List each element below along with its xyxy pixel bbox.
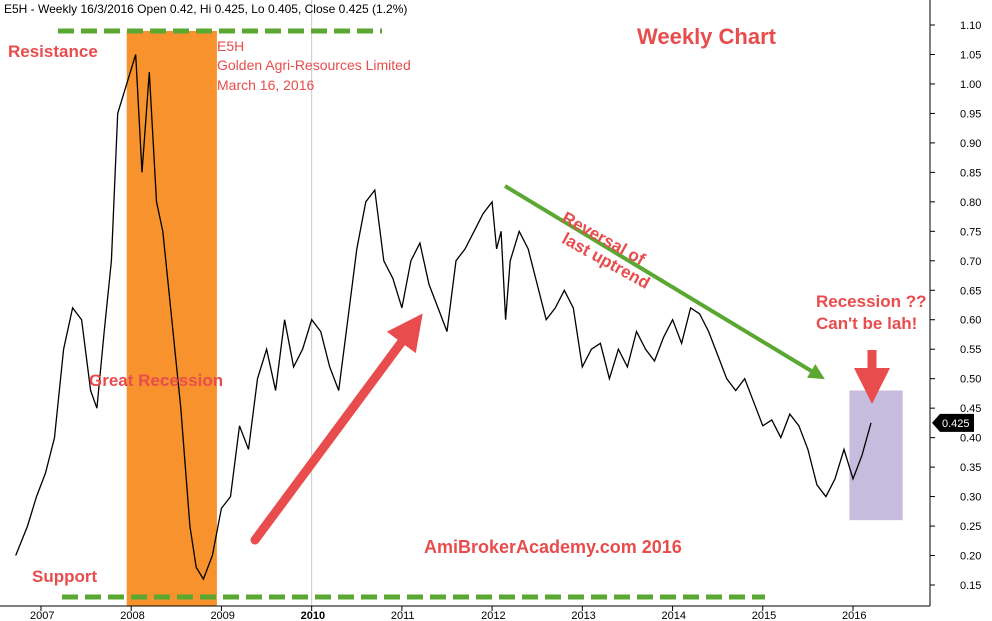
y-tick-label: 0.90 [960, 138, 981, 150]
watermark-label: AmiBrokerAcademy.com 2016 [424, 537, 682, 557]
x-tick-label: 2008 [120, 610, 144, 621]
y-tick-label: 0.95 [960, 108, 981, 120]
x-tick-label: 2010 [301, 610, 325, 621]
y-tick-label: 0.45 [960, 403, 981, 415]
recession-question-line1: Recession ?? [816, 292, 927, 311]
y-tick-label: 0.15 [960, 580, 981, 592]
resistance-label: Resistance [8, 42, 98, 61]
x-tick-label: 2013 [571, 610, 595, 621]
y-tick-label: 1.00 [960, 79, 981, 91]
price-series-line [15, 54, 872, 581]
uptrend-arrow [250, 313, 423, 545]
x-tick-label: 2012 [481, 610, 505, 621]
y-tick-label: 0.55 [960, 344, 981, 356]
y-tick-label: 0.65 [960, 285, 981, 297]
y-tick-label: 0.70 [960, 256, 981, 268]
y-tick-label: 1.10 [960, 20, 981, 32]
ticker-label: E5H [217, 38, 245, 54]
date-label: March 16, 2016 [217, 77, 315, 93]
x-tick-label: 2009 [210, 610, 234, 621]
company-label: Golden Agri-Resources Limited [217, 57, 411, 73]
chart-title: Weekly Chart [637, 24, 776, 49]
y-tick-label: 0.75 [960, 226, 981, 238]
y-tick-label: 0.40 [960, 433, 981, 445]
downtrend-arrow [503, 184, 825, 380]
x-tick-label: 2014 [662, 610, 686, 621]
last-price-value: 0.425 [942, 418, 970, 430]
chart-header: E5H - Weekly 16/3/2016 Open 0.42, Hi 0.4… [4, 2, 408, 16]
y-tick-label: 0.20 [960, 551, 981, 563]
great-recession-label: Great Recession [89, 371, 224, 390]
y-tick-label: 0.35 [960, 462, 981, 474]
x-tick-label: 2011 [391, 610, 415, 621]
y-tick-label: 0.80 [960, 197, 981, 209]
y-tick-label: 0.85 [960, 167, 981, 179]
x-tick-label: 2016 [842, 610, 866, 621]
y-tick-label: 0.25 [960, 521, 981, 533]
last-price-tag [932, 413, 974, 432]
recession-question-line2: Can't be lah! [816, 314, 918, 333]
y-tick-label: 0.30 [960, 492, 981, 504]
support-label: Support [32, 567, 98, 586]
x-tick-label: 2015 [752, 610, 776, 621]
y-tick-label: 0.50 [960, 374, 981, 386]
recession-zone-box [849, 390, 903, 521]
y-tick-label: 0.60 [960, 315, 981, 327]
y-tick-label: 1.05 [960, 49, 981, 61]
x-tick-label: 2007 [30, 610, 54, 621]
